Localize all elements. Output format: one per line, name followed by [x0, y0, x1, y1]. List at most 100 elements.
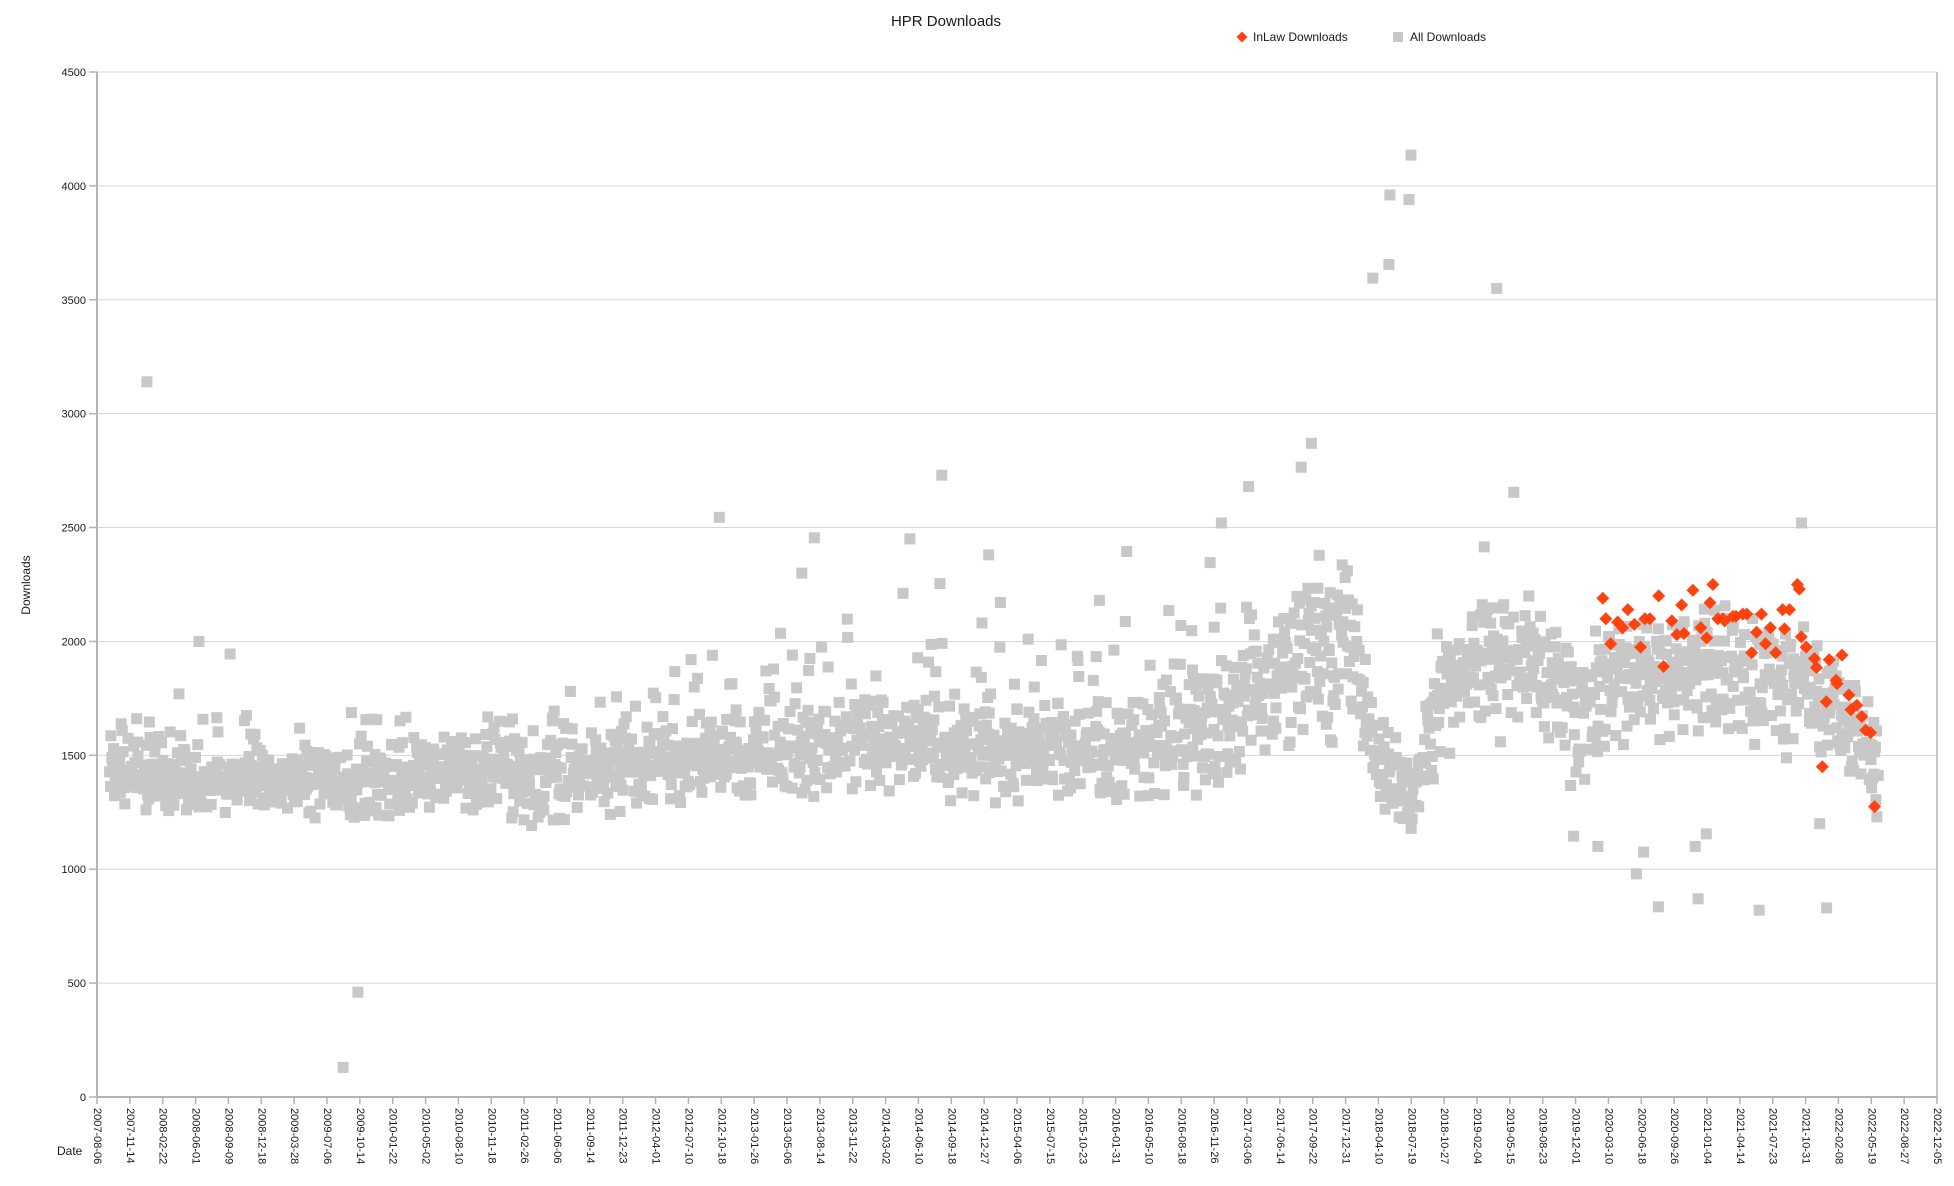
all-downloads-point: [1498, 599, 1510, 611]
all-downloads-point: [1351, 636, 1363, 647]
all-downloads-point: [1611, 662, 1623, 674]
all-downloads-point: [1592, 746, 1603, 758]
all-downloads-point: [1007, 746, 1019, 758]
all-downloads-point: [899, 746, 911, 758]
all-downloads-point: [282, 802, 293, 814]
all-downloads-point: [674, 790, 685, 802]
all-downloads-point: [611, 691, 622, 703]
all-downloads-point: [748, 716, 760, 728]
all-downloads-point: [1747, 613, 1759, 624]
all-downloads-point: [1064, 772, 1075, 784]
all-downloads-point: [613, 772, 625, 784]
all-downloads-point: [1347, 703, 1359, 715]
all-downloads-point: [829, 751, 841, 763]
all-downloads-point: [850, 776, 862, 788]
all-downloads-point: [173, 688, 185, 700]
all-downloads-point: [175, 730, 187, 742]
all-downloads-point: [1401, 757, 1413, 769]
all-downloads-point: [1008, 781, 1020, 793]
all-downloads-point: [526, 820, 538, 832]
all-downloads-point: [1065, 782, 1076, 794]
all-downloads-point: [796, 567, 808, 579]
all-downloads-point: [1788, 653, 1800, 665]
inlaw-downloads-point: [1855, 710, 1869, 724]
y-tick-label: 4000: [62, 181, 86, 193]
chart-title: HPR Downloads: [891, 13, 1001, 30]
all-downloads-point: [1119, 616, 1131, 627]
all-downloads-point: [1087, 674, 1099, 686]
all-downloads-point: [877, 696, 889, 708]
all-downloads-point: [863, 699, 875, 711]
all-downloads-point: [1111, 707, 1123, 719]
all-downloads-point: [246, 762, 258, 774]
all-downloads-point: [483, 796, 494, 808]
all-downloads-point: [1124, 742, 1136, 754]
all-downloads-point: [1268, 687, 1280, 699]
y-tick-label: 2000: [62, 636, 86, 648]
all-downloads-point: [305, 805, 317, 817]
all-downloads-point: [1329, 699, 1341, 710]
inlaw-downloads-point: [1657, 660, 1671, 673]
all-downloads-point: [1353, 644, 1365, 656]
all-downloads-point: [1831, 722, 1843, 734]
all-downloads-point: [1745, 705, 1757, 717]
all-downloads-point: [482, 711, 494, 723]
all-downloads-point: [730, 704, 742, 716]
all-downloads-point: [1208, 723, 1220, 735]
all-downloads-point: [1661, 648, 1672, 660]
all-downloads-point: [1195, 718, 1207, 730]
all-downloads-point: [745, 789, 757, 801]
all-downloads-point: [1065, 729, 1077, 741]
x-tick-label: 2022-05-19: [1865, 1108, 1877, 1164]
all-downloads-point: [792, 742, 803, 754]
all-downloads-point: [1203, 748, 1215, 760]
all-downloads-point: [1148, 788, 1160, 799]
all-downloads-point: [1471, 645, 1483, 657]
all-downloads-point: [1505, 707, 1517, 719]
all-downloads-point: [1224, 730, 1236, 742]
all-downloads-point: [149, 746, 161, 758]
all-downloads-point: [1114, 713, 1126, 725]
all-downloads-point: [880, 757, 892, 769]
all-downloads-point: [785, 740, 797, 752]
all-downloads-point: [1868, 717, 1880, 728]
all-downloads-point: [1317, 668, 1329, 680]
all-downloads-point: [141, 739, 153, 751]
y-tick-label: 1000: [62, 864, 86, 876]
y-axis-tick-labels: 0 500 1000 1500 2000 2500 3000 3500 4000 4500: [62, 67, 86, 1104]
inlaw-downloads-point: [1740, 607, 1754, 621]
all-downloads-point: [705, 716, 717, 728]
all-downloads-point: [1186, 625, 1198, 637]
all-downloads-point: [831, 735, 843, 747]
all-downloads-point: [1390, 732, 1402, 744]
all-downloads-point: [1779, 723, 1791, 735]
all-downloads-point: [296, 762, 308, 774]
all-downloads-point: [314, 798, 326, 810]
all-downloads-point: [1606, 697, 1618, 709]
all-downloads-point: [1842, 731, 1854, 743]
all-downloads-point: [1171, 731, 1183, 743]
all-downloads-point: [1098, 728, 1110, 740]
all-downloads-point: [1219, 689, 1231, 701]
all-downloads-point: [1111, 794, 1123, 805]
all-downloads-point: [1303, 608, 1315, 620]
all-downloads-point: [1033, 731, 1045, 743]
x-tick-label: 2012-04-01: [650, 1108, 662, 1164]
all-downloads-point: [1441, 668, 1453, 680]
all-downloads-point: [912, 652, 924, 664]
x-tick-label: 2013-01-26: [748, 1108, 760, 1164]
all-downloads-point: [1681, 685, 1693, 697]
all-downloads-point: [1599, 643, 1611, 655]
inlaw-downloads-point: [1763, 621, 1777, 635]
all-downloads-point: [1849, 686, 1861, 698]
all-downloads-point: [1474, 679, 1485, 691]
all-downloads-point: [983, 549, 995, 561]
all-downloads-point: [663, 759, 675, 771]
all-downloads-point: [1592, 840, 1604, 852]
all-downloads-point: [1285, 617, 1296, 629]
inlaw-downloads-point: [1842, 688, 1856, 702]
all-downloads-point: [1086, 745, 1098, 757]
all-downloads-point: [1266, 728, 1278, 740]
all-downloads-point: [1610, 730, 1622, 741]
all-downloads-point: [1426, 751, 1438, 762]
